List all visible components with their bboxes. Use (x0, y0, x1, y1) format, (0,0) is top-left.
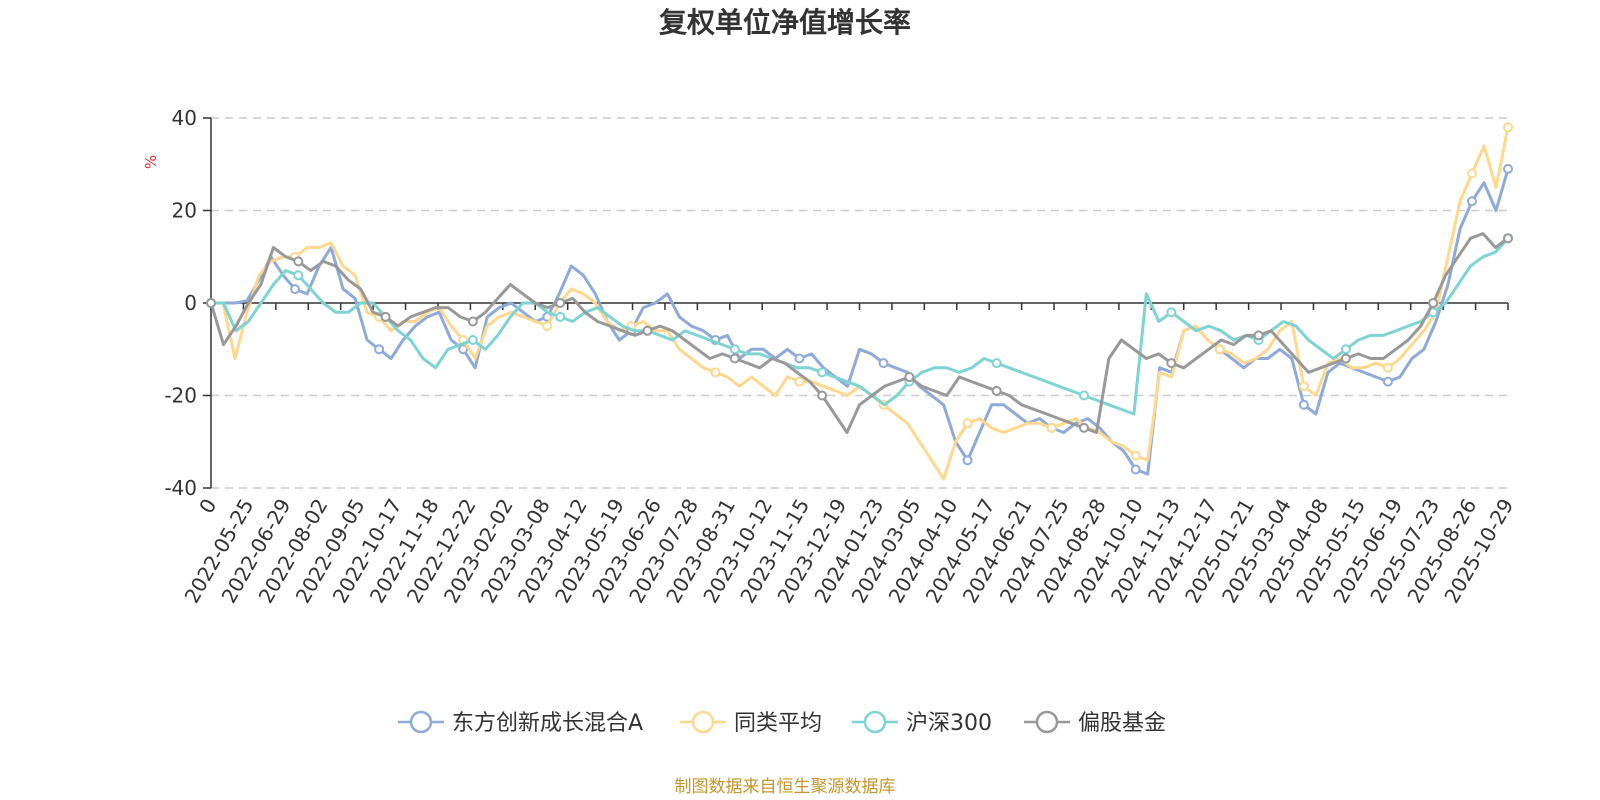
series-point (1298, 381, 1309, 392)
series-point (1466, 196, 1477, 207)
series-point (710, 367, 721, 378)
legend-item-0[interactable]: 东方创新成长混合A (398, 710, 643, 736)
series-point (794, 353, 805, 364)
series-point (729, 344, 740, 355)
series-point (467, 335, 478, 345)
series-point (962, 455, 973, 466)
series-point (817, 390, 828, 401)
series-line-2 (211, 237, 1510, 416)
series-point (1214, 344, 1225, 355)
series-lines (206, 122, 1513, 481)
data-source-note: 制图数据来自恒生聚源数据库 (675, 777, 896, 797)
series-point (1130, 464, 1141, 475)
series-point (1130, 450, 1141, 461)
series-point (1340, 344, 1351, 355)
x-tick-label: 0 (194, 495, 221, 518)
series-point (991, 358, 1002, 369)
series-point (1078, 390, 1089, 401)
y-tick-label: -40 (164, 476, 197, 500)
legend-label: 沪深300 (906, 711, 992, 736)
series-point (555, 311, 566, 322)
series-point (1298, 399, 1309, 410)
chart-title: 复权单位净值增长率 (659, 6, 911, 39)
series-point (1166, 358, 1177, 369)
series-point (642, 325, 653, 336)
series-point (1382, 362, 1393, 373)
series-point (542, 321, 553, 332)
y-tick-label: 20 (172, 199, 197, 223)
series-point (1253, 330, 1264, 341)
series-point (1466, 168, 1477, 179)
legend-marker (409, 710, 433, 734)
series-point (1078, 422, 1089, 433)
series-point (458, 344, 469, 355)
series-point (991, 385, 1002, 396)
legend-label: 偏股基金 (1078, 711, 1166, 736)
legend[interactable]: 东方创新成长混合A 同类平均 沪深300 偏股基金 (398, 710, 1166, 736)
series-point (1503, 163, 1513, 174)
series-point (1503, 122, 1513, 133)
legend-label: 同类平均 (734, 711, 822, 736)
series-point (293, 270, 304, 281)
series-point (817, 367, 828, 378)
series-point (293, 256, 304, 267)
legend-item-1[interactable]: 同类平均 (680, 710, 822, 736)
legend-marker (691, 710, 715, 734)
series-point (904, 372, 915, 382)
series-line-0 (211, 168, 1510, 476)
series-point (467, 316, 478, 327)
legend-item-3[interactable]: 偏股基金 (1024, 710, 1166, 736)
legend-label: 东方创新成长混合A (452, 711, 643, 736)
series-point (206, 298, 216, 308)
series-point (1382, 376, 1393, 387)
legend-item-2[interactable]: 沪深300 (852, 710, 992, 736)
series-point (1166, 307, 1177, 318)
series-point (1428, 298, 1439, 308)
series-point (729, 353, 740, 364)
series-point (555, 298, 566, 308)
y-tick-label: 40 (172, 106, 197, 130)
series-point (794, 376, 805, 387)
legend-marker (1035, 710, 1059, 734)
series-point (962, 418, 973, 429)
series-point (1046, 422, 1057, 433)
series-point (290, 284, 301, 295)
grid-lines (211, 117, 1508, 489)
series-point (1340, 353, 1351, 364)
series-point (380, 311, 391, 322)
y-axis-unit: % (142, 155, 160, 169)
legend-marker (863, 710, 887, 734)
series-point (1503, 233, 1513, 244)
y-tick-label: -20 (164, 384, 197, 408)
series-point (374, 344, 385, 355)
series-point (878, 358, 889, 369)
y-tick-label: 0 (184, 291, 197, 315)
axes: -40-200204002022-05-252022-06-292022-08-… (164, 106, 1518, 607)
series-line-3 (209, 232, 1509, 434)
